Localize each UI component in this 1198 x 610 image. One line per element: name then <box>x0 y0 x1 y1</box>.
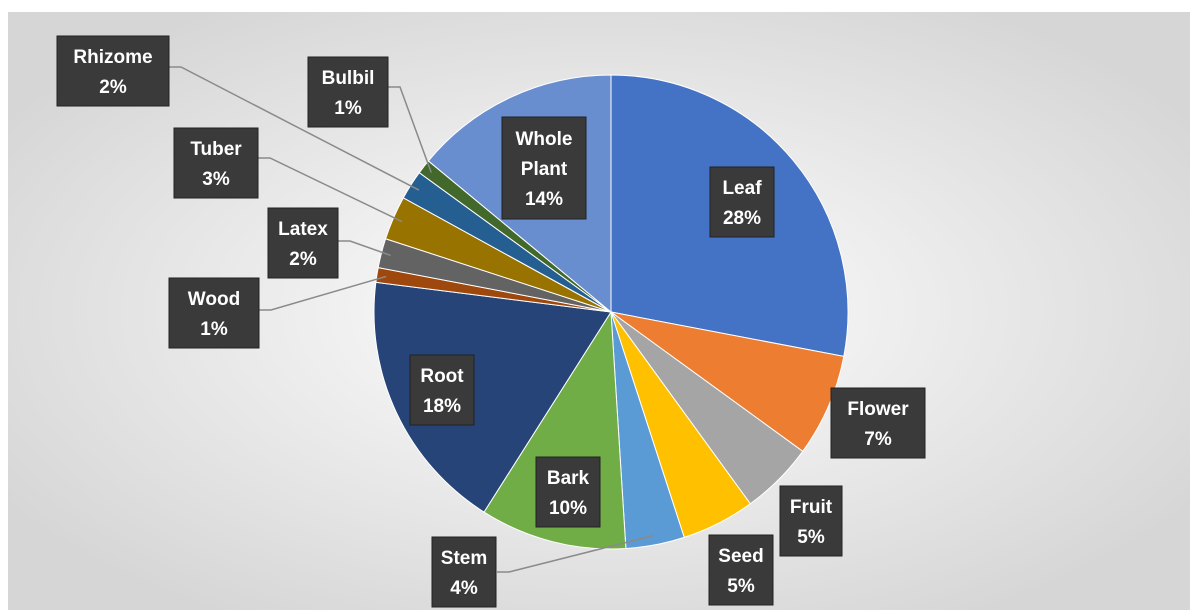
data-label-category-leaf: Leaf <box>722 178 762 199</box>
data-label-category-wood: Wood <box>188 289 240 310</box>
slice-root <box>373 281 612 513</box>
label-box-rhizome <box>56 35 170 107</box>
data-label-percent-root: 18% <box>423 396 461 417</box>
data-label-category-whole-plant: Whole <box>516 129 573 150</box>
pie-slices <box>373 74 849 550</box>
data-label-category-bulbil: Bulbil <box>322 68 375 89</box>
label-box-tuber <box>173 127 259 199</box>
data-label-percent-tuber: 3% <box>202 169 230 190</box>
data-label-percent-bark: 10% <box>549 498 587 519</box>
leader-line-wood <box>259 275 387 311</box>
data-label-percent-fruit: 5% <box>797 527 825 548</box>
leader-line-stem <box>497 534 654 573</box>
data-label-category-bark: Bark <box>547 468 590 489</box>
data-label-category-tuber: Tuber <box>190 139 242 160</box>
data-label-percent-leaf: 28% <box>723 208 761 229</box>
label-box-bulbil <box>307 56 389 128</box>
slice-flower <box>610 311 845 453</box>
leader-line-bulbil <box>388 86 432 173</box>
data-label-percent-bulbil: 1% <box>334 98 362 119</box>
data-label-percent-wood: 1% <box>200 319 228 340</box>
data-label-percent-flower: 7% <box>864 429 892 450</box>
leader-line-tuber <box>258 157 403 223</box>
leader-line-rhizome <box>169 66 420 191</box>
data-label-category-seed: Seed <box>718 546 763 567</box>
label-box-seed <box>708 534 774 606</box>
label-box-stem <box>431 536 497 608</box>
data-label-percent-seed: 5% <box>727 576 755 597</box>
label-box-leaf <box>709 166 775 238</box>
data-label-percent-whole-plant: 14% <box>525 189 563 210</box>
label-box-latex <box>267 207 339 279</box>
label-box-fruit <box>779 485 843 557</box>
label-box-whole-plant <box>501 116 587 220</box>
label-box-root <box>409 354 475 426</box>
data-label-percent-stem: 4% <box>450 578 478 599</box>
data-label-category-root: Root <box>420 366 464 387</box>
label-box-bark <box>535 456 601 528</box>
data-label-category-whole-plant: Plant <box>521 159 568 180</box>
data-labels: Leaf 28% Flower 7% Fruit 5% Seed 5% Stem 4% Bark 10… <box>56 35 926 608</box>
leader-lines <box>169 66 654 573</box>
data-label-percent-rhizome: 2% <box>99 77 127 98</box>
data-label-category-stem: Stem <box>441 548 487 569</box>
label-box-flower <box>830 387 926 459</box>
data-label-percent-latex: 2% <box>289 249 317 270</box>
leader-line-latex <box>338 240 391 257</box>
data-label-category-latex: Latex <box>278 219 328 240</box>
label-box-wood <box>168 277 260 349</box>
data-label-category-rhizome: Rhizome <box>73 47 152 68</box>
data-label-category-fruit: Fruit <box>790 497 833 518</box>
data-label-category-flower: Flower <box>847 399 909 420</box>
